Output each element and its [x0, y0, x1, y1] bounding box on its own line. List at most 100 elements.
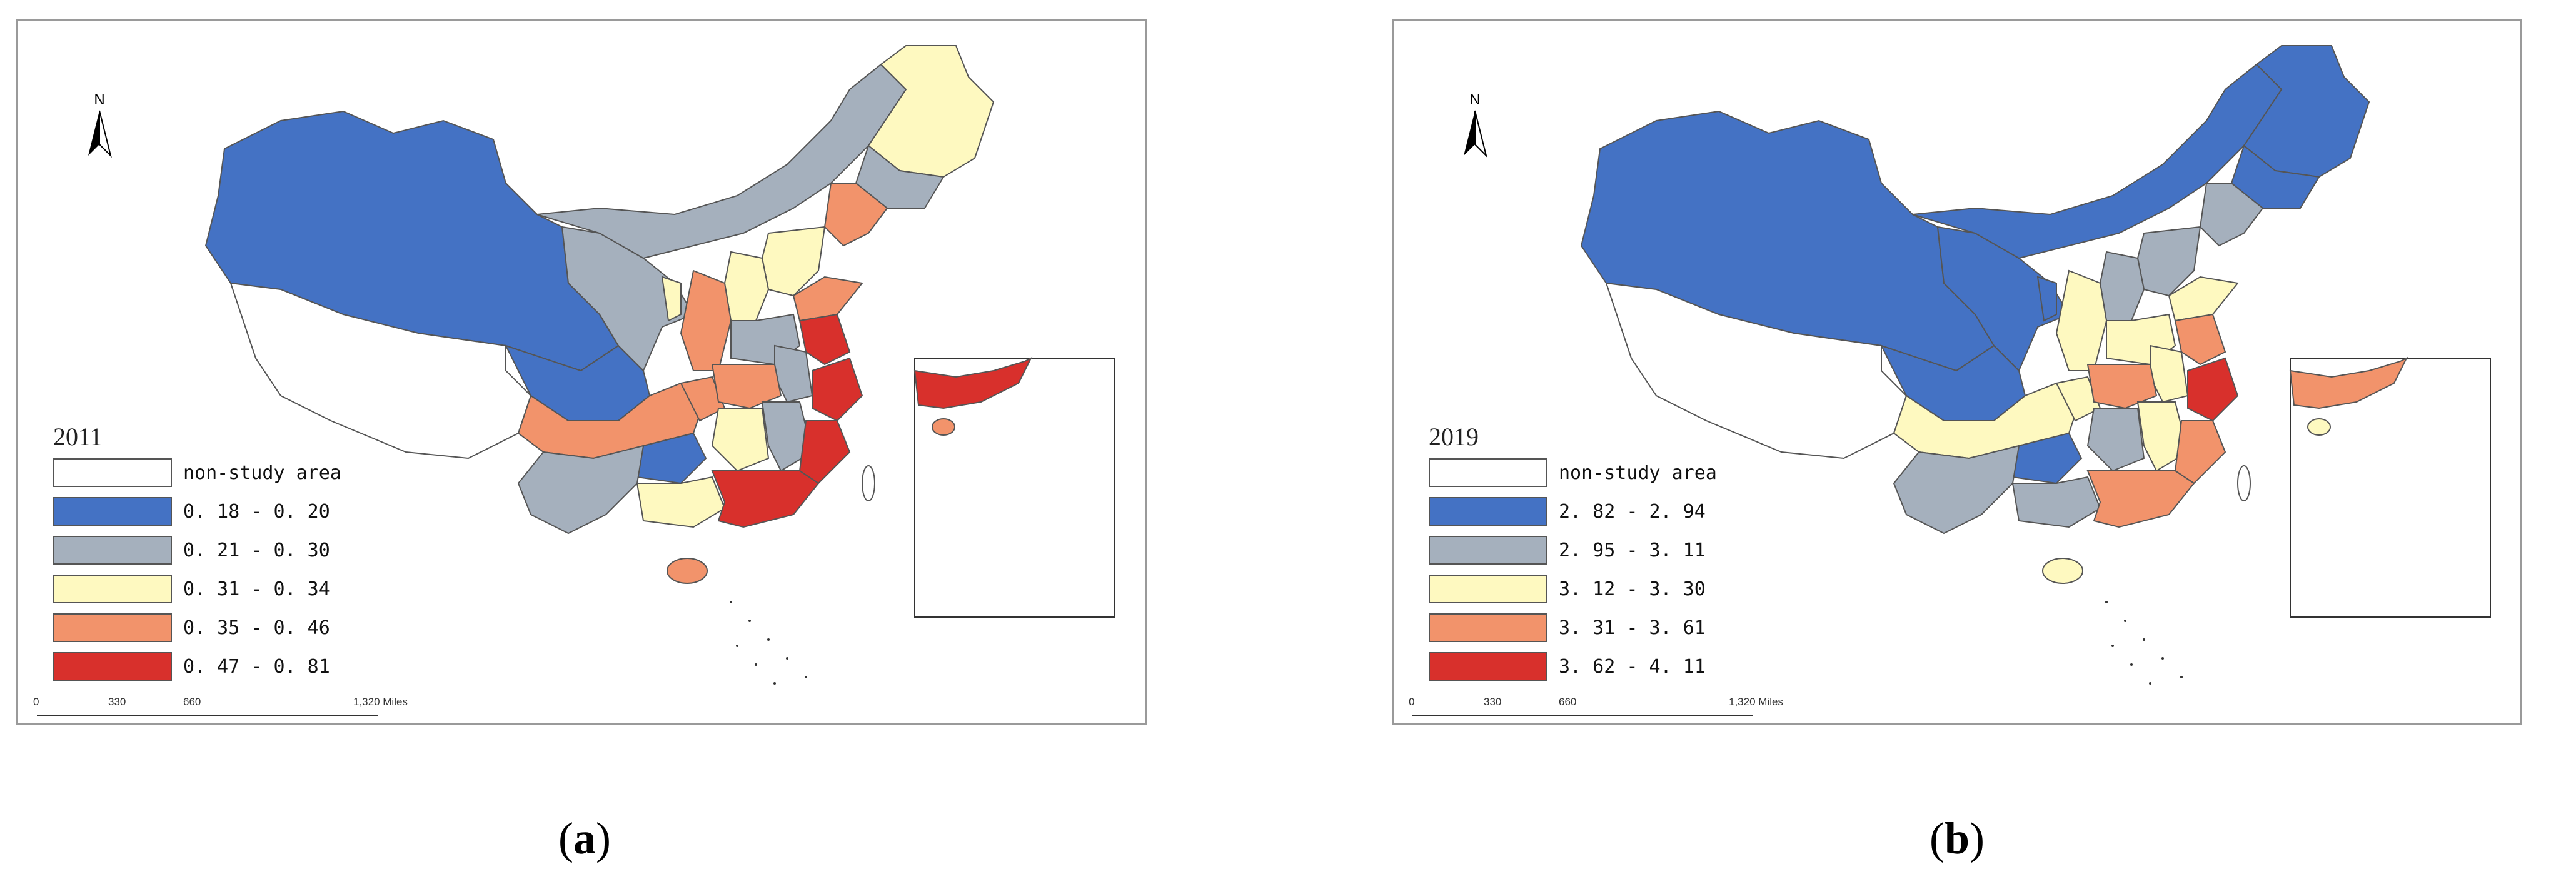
region-jiangxi [2136, 401, 2189, 472]
caption-close-paren: ) [596, 813, 611, 863]
panel-caption-a: (a) [522, 813, 647, 865]
region-heilongjiang [867, 45, 995, 178]
legend-swatch [53, 497, 172, 526]
legend-swatch [53, 458, 172, 487]
inset-coastline [913, 356, 1033, 409]
region-hainan [2042, 558, 2083, 584]
region-ningxia [661, 276, 682, 322]
legend-swatch [1429, 536, 1547, 565]
north-arrow-icon: N [88, 91, 112, 158]
inset-hainan [932, 418, 955, 436]
north-label: N [94, 91, 104, 108]
region-guangxi [2011, 476, 2101, 528]
legend-swatch [53, 575, 172, 603]
panel-caption-b: (b) [1894, 813, 2020, 865]
legend-year: 2011 [53, 423, 103, 451]
legend-label: 3. 62 - 4. 11 [1559, 655, 1706, 678]
region-shaanxi [2055, 269, 2108, 371]
region-taiwan [2237, 465, 2251, 501]
sea-islands [730, 601, 807, 685]
legend-label: 2. 95 - 3. 11 [1559, 539, 1706, 561]
caption-open-paren: ( [1929, 813, 1945, 863]
choropleth-map [204, 45, 1115, 685]
legend-label: 2. 82 - 2. 94 [1559, 500, 1706, 523]
legend-row: 0. 21 - 0. 30 [53, 531, 403, 570]
scale-label: 660 [183, 696, 201, 708]
inset-coastline [2289, 356, 2408, 409]
region-hunan [711, 408, 770, 472]
map-panel-b: N 2019 non-study area 2. 82 - 2. 94 2. 9… [1392, 19, 2522, 725]
scale-label: 0 [1409, 696, 1415, 708]
scale-label: 1,320 Miles [1729, 696, 1783, 708]
legend-swatch [1429, 575, 1547, 603]
region-fujian [2174, 420, 2226, 485]
scale-line [37, 715, 378, 716]
legend-swatch [53, 536, 172, 565]
legend: 2019 non-study area 2. 82 - 2. 94 2. 95 … [1429, 421, 1779, 686]
region-fujian [798, 420, 851, 485]
legend-swatch [1429, 497, 1547, 526]
legend-row: non-study area [53, 453, 403, 492]
sea-islands [2105, 601, 2183, 685]
legend-row: 0. 18 - 0. 20 [53, 492, 403, 531]
legend-label: non-study area [1559, 461, 1717, 484]
legend-label: 0. 47 - 0. 81 [183, 655, 330, 678]
region-shandong [792, 276, 863, 322]
region-guangxi [636, 476, 726, 528]
legend-row: 2. 95 - 3. 11 [1429, 531, 1779, 570]
caption-letter: b [1944, 813, 1970, 863]
north-arrow-icon: N [1464, 91, 1487, 158]
legend: 2011 non-study area 0. 18 - 0. 20 0. 21 … [53, 421, 403, 686]
caption-letter: a [573, 813, 596, 863]
scale-label: 330 [1484, 696, 1502, 708]
legend-row: non-study area [1429, 453, 1779, 492]
scale-label: 660 [1559, 696, 1577, 708]
legend-label: 0. 35 - 0. 46 [183, 616, 330, 639]
caption-open-paren: ( [558, 813, 573, 863]
scale-label: 330 [108, 696, 126, 708]
legend-row: 3. 62 - 4. 11 [1429, 647, 1779, 686]
legend-label: 0. 18 - 0. 20 [183, 500, 330, 523]
legend-swatch [1429, 652, 1547, 681]
region-jiangsu [798, 313, 851, 366]
region-guangdong [2086, 470, 2195, 528]
region-shaanxi [680, 269, 732, 371]
legend-label: 3. 12 - 3. 30 [1559, 578, 1706, 600]
legend-swatch [1429, 458, 1547, 487]
scale-line [1412, 715, 1753, 716]
region-taiwan [862, 465, 875, 501]
legend-swatch [53, 613, 172, 642]
region-heilongjiang [2243, 45, 2370, 178]
legend-row: 0. 35 - 0. 46 [53, 608, 403, 647]
region-shanxi [2099, 251, 2145, 321]
region-ningxia [2036, 276, 2057, 322]
caption-close-paren: ) [1970, 813, 1985, 863]
scale-label: 1,320 Miles [353, 696, 408, 708]
legend-label: 0. 21 - 0. 30 [183, 539, 330, 561]
legend-row: 0. 31 - 0. 34 [53, 570, 403, 608]
region-hunan [2086, 408, 2145, 472]
legend-label: 3. 31 - 3. 61 [1559, 616, 1706, 639]
region-shandong [2168, 276, 2239, 322]
legend-row: 2. 82 - 2. 94 [1429, 492, 1779, 531]
north-label: N [1469, 91, 1480, 108]
region-shanxi [723, 251, 770, 321]
legend-label: 0. 31 - 0. 34 [183, 578, 330, 600]
region-jiangxi [761, 401, 813, 472]
scale-bar: 0 330 660 1,320 Miles [1404, 696, 1783, 723]
legend-label: non-study area [183, 461, 341, 484]
inset-hainan [2307, 418, 2331, 436]
legend-row: 0. 47 - 0. 81 [53, 647, 403, 686]
legend-swatch [1429, 613, 1547, 642]
region-zhejiang [2187, 357, 2239, 422]
choropleth-map [1580, 45, 2491, 685]
legend-row: 3. 12 - 3. 30 [1429, 570, 1779, 608]
scale-label: 0 [33, 696, 39, 708]
region-yunnan [1893, 445, 2020, 535]
legend-row: 3. 31 - 3. 61 [1429, 608, 1779, 647]
region-yunnan [517, 445, 645, 535]
region-hainan [667, 558, 708, 584]
legend-year: 2019 [1429, 423, 1479, 451]
map-panel-a: N 2011 non-study area 0. 18 - 0. 20 0. 2… [16, 19, 1147, 725]
scale-bar: 0 330 660 1,320 Miles [28, 696, 408, 723]
